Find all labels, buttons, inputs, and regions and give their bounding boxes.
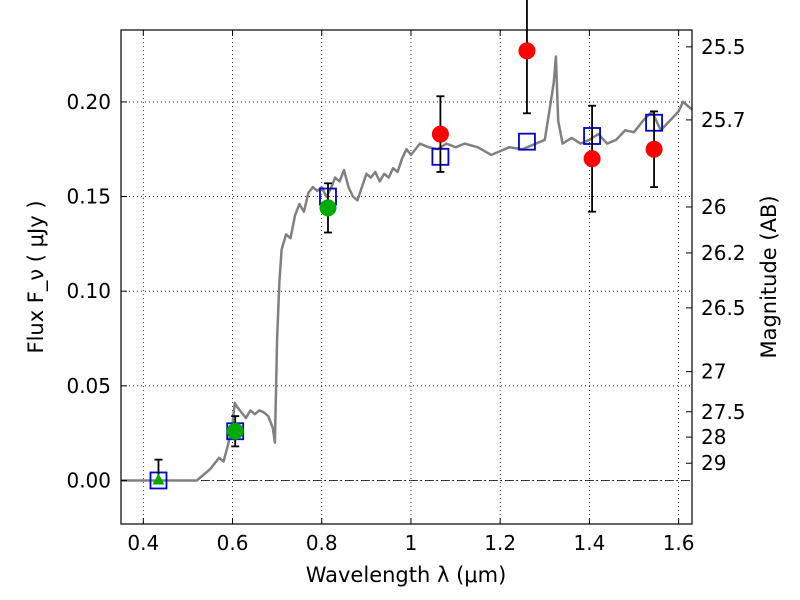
right-tick-label: 26: [701, 195, 726, 219]
right-tick-label: 26.2: [701, 241, 746, 265]
ticks: 0.4 0.6 0.8 1 1.2 1.4 1.6 0.00 0.05 0.10 0.15 0.20 2…: [66, 30, 746, 555]
model-square-point: [518, 132, 536, 151]
y-tick-label: 0.05: [66, 374, 111, 398]
right-tick-label: 27: [701, 360, 726, 384]
x-tick-label: 1.4: [573, 531, 605, 555]
data-points: [149, 0, 663, 490]
x-tick-label: 1: [405, 531, 418, 555]
right-tick-label: 27.5: [701, 400, 746, 424]
x-tick-label: 1.2: [484, 531, 516, 555]
right-tick-label: 25.7: [701, 108, 746, 132]
observed-circle-point: [518, 42, 536, 60]
right-tick-label: 25.5: [701, 35, 746, 59]
x-tick-label: 1.6: [663, 531, 695, 555]
grid: [121, 30, 692, 524]
plot-frame: [120, 29, 693, 525]
y-axis-label: Flux F_ν ( μJy ): [24, 200, 49, 353]
right-tick-label: 28: [701, 425, 726, 449]
upper-limit-triangle-point: [152, 473, 165, 485]
y-tick-label: 0.10: [66, 279, 111, 303]
right-axis-label: Magnitude (AB): [757, 195, 781, 358]
right-tick-label: 29: [701, 451, 726, 475]
x-axis-label: Wavelength λ (μm): [306, 563, 507, 587]
y-tick-label: 0.00: [66, 468, 111, 492]
right-tick-label: 26.5: [701, 296, 746, 320]
observed-circle-point: [645, 140, 663, 158]
model-spectrum-line: [121, 55, 693, 482]
observed-circle-point: [319, 199, 337, 217]
x-tick-label: 0.6: [217, 531, 249, 555]
y-tick-label: 0.15: [66, 185, 111, 209]
x-tick-label: 0.8: [306, 531, 338, 555]
observed-circle-point: [583, 150, 601, 168]
observed-circle-point: [431, 125, 449, 143]
x-tick-label: 0.4: [127, 531, 159, 555]
observed-circle-point: [226, 422, 244, 440]
model-spectrum: [121, 55, 693, 482]
y-tick-label: 0.20: [66, 90, 111, 114]
